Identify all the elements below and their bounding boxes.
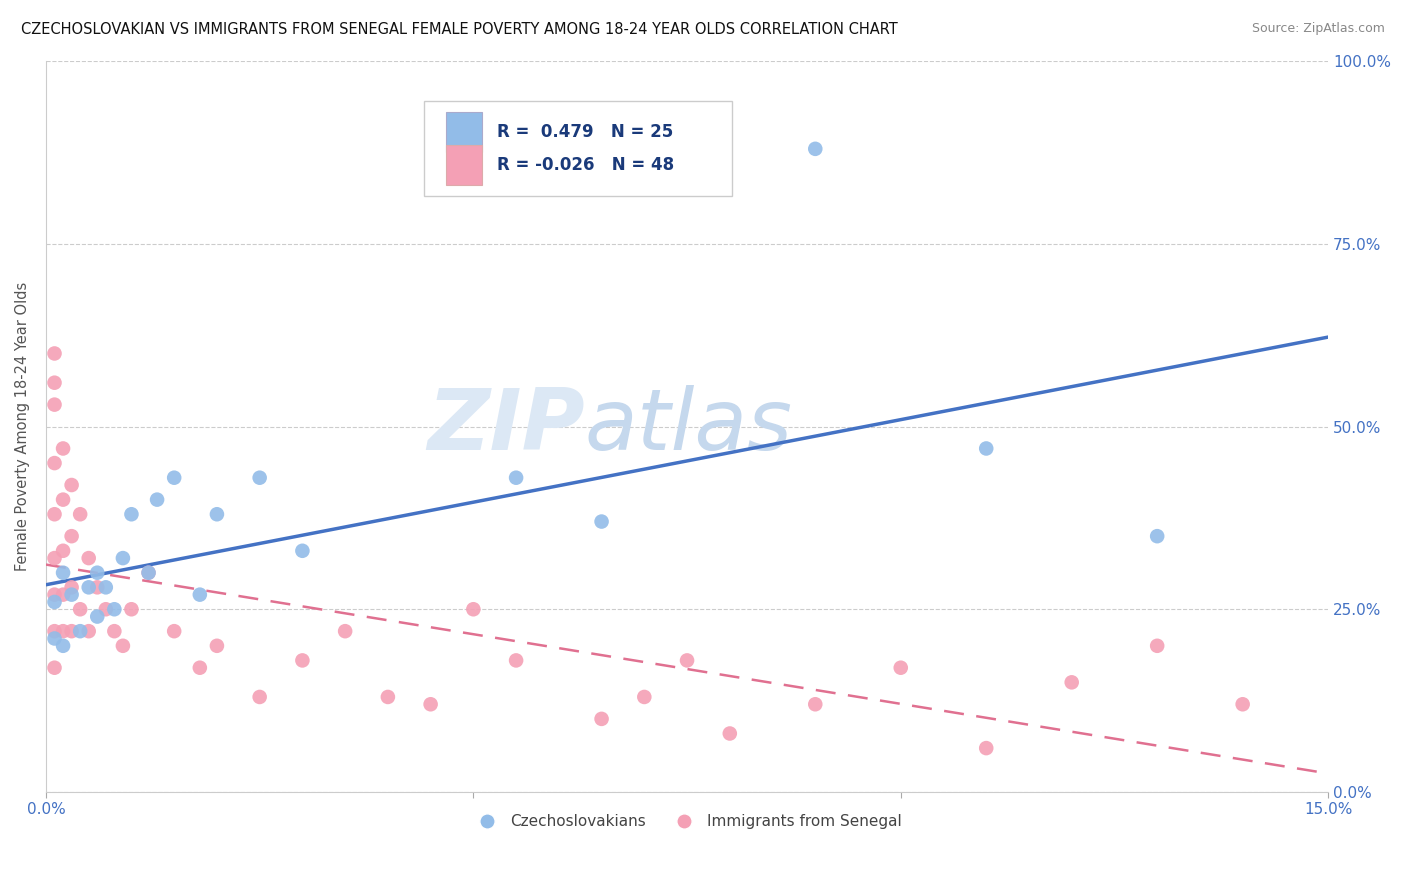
Point [377, 690, 399, 704]
Point [103, 602, 125, 616]
Point [120, 508, 142, 522]
Point [974, 442, 997, 456]
Point [138, 566, 160, 580]
Point [1060, 675, 1083, 690]
Point [163, 624, 186, 639]
Point [205, 508, 228, 522]
Point [60, 478, 83, 492]
Point [77, 551, 100, 566]
Point [505, 471, 527, 485]
Point [86, 609, 108, 624]
Point [69, 624, 91, 639]
Point [591, 515, 613, 529]
Point [60, 580, 83, 594]
Text: CZECHOSLOVAKIAN VS IMMIGRANTS FROM SENEGAL FEMALE POVERTY AMONG 18-24 YEAR OLDS : CZECHOSLOVAKIAN VS IMMIGRANTS FROM SENEG… [21, 22, 898, 37]
Point [52, 624, 75, 639]
Point [69, 508, 91, 522]
Point [103, 624, 125, 639]
Text: Source: ZipAtlas.com: Source: ZipAtlas.com [1251, 22, 1385, 36]
Point [291, 653, 314, 667]
Point [77, 580, 100, 594]
Point [890, 661, 912, 675]
Point [138, 566, 160, 580]
Text: atlas: atlas [585, 385, 793, 468]
Point [163, 471, 186, 485]
Point [1146, 639, 1168, 653]
Text: R = -0.026   N = 48: R = -0.026 N = 48 [498, 156, 675, 174]
Point [188, 661, 211, 675]
Point [52, 588, 75, 602]
Point [591, 712, 613, 726]
FancyBboxPatch shape [446, 145, 482, 186]
Point [86, 580, 108, 594]
Point [1146, 529, 1168, 543]
Point [94, 580, 117, 594]
Point [60, 529, 83, 543]
Point [44, 588, 66, 602]
Legend: Czechoslovakians, Immigrants from Senegal: Czechoslovakians, Immigrants from Senega… [465, 808, 908, 836]
Point [111, 639, 134, 653]
Point [44, 624, 66, 639]
Point [676, 653, 699, 667]
Y-axis label: Female Poverty Among 18-24 Year Olds: Female Poverty Among 18-24 Year Olds [15, 282, 30, 571]
Point [69, 602, 91, 616]
Point [146, 492, 169, 507]
Text: ZIP: ZIP [427, 385, 585, 468]
Point [52, 543, 75, 558]
Point [52, 442, 75, 456]
FancyBboxPatch shape [446, 112, 482, 153]
Point [52, 639, 75, 653]
Point [249, 690, 271, 704]
Point [94, 602, 117, 616]
Point [249, 471, 271, 485]
Point [77, 624, 100, 639]
Point [60, 624, 83, 639]
Point [463, 602, 485, 616]
Point [60, 588, 83, 602]
Point [44, 376, 66, 390]
Point [44, 398, 66, 412]
Point [205, 639, 228, 653]
Point [633, 690, 655, 704]
Point [291, 543, 314, 558]
Point [804, 142, 827, 156]
Point [1232, 698, 1254, 712]
Point [44, 595, 66, 609]
Point [120, 602, 142, 616]
Point [44, 508, 66, 522]
Point [419, 698, 441, 712]
Point [44, 551, 66, 566]
Point [44, 661, 66, 675]
Text: R =  0.479   N = 25: R = 0.479 N = 25 [498, 123, 673, 142]
Point [52, 566, 75, 580]
Point [804, 698, 827, 712]
Point [52, 492, 75, 507]
Point [333, 624, 356, 639]
Point [86, 566, 108, 580]
Point [44, 632, 66, 646]
Point [44, 346, 66, 360]
Point [718, 726, 741, 740]
FancyBboxPatch shape [425, 102, 733, 196]
Point [111, 551, 134, 566]
Point [188, 588, 211, 602]
Point [505, 653, 527, 667]
Point [44, 456, 66, 470]
Point [974, 741, 997, 756]
